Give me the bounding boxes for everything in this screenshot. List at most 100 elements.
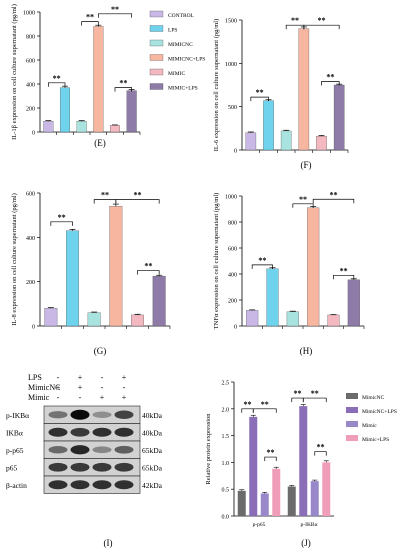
chart-h-bar-mimicnc bbox=[286, 311, 299, 327]
blot-band bbox=[70, 427, 90, 437]
chart-h-bar-lps bbox=[266, 268, 279, 327]
chart-j-x-label: p-IKBα bbox=[301, 522, 318, 528]
chart-e-sig-label: ** bbox=[53, 74, 61, 83]
chart-h-plot: 0 200 400 600 800 1000 TNFα expression on cell… bbox=[213, 190, 365, 331]
chart-j-ytick-label: 1.0 bbox=[222, 461, 230, 467]
chart-g: 0 200 400 600 IL-8 expression on cell cultur… bbox=[11, 191, 171, 356]
chart-j-ytick-label: 2.0 bbox=[222, 407, 230, 413]
chart-f-bar-control bbox=[245, 132, 257, 151]
legend-j-swatch bbox=[346, 393, 358, 399]
chart-e-ytick-label: 0 bbox=[32, 131, 35, 137]
chart-g-bar-mimicnc-lps bbox=[109, 206, 123, 327]
blot-band bbox=[92, 480, 112, 490]
chart-g-sig-label: ** bbox=[58, 213, 66, 222]
legend-j-item: MimicNC+LPS bbox=[362, 409, 397, 415]
legend-j-item: Mimic+LPS bbox=[362, 437, 389, 443]
blot-band-kda: 65kDa bbox=[142, 446, 163, 455]
blot-band bbox=[92, 427, 112, 437]
chart-e-bar-lps bbox=[60, 87, 70, 133]
panel-label-j: (J) bbox=[301, 538, 311, 548]
legend-e-swatch bbox=[149, 54, 164, 61]
chart-e-ytick-label: 400 bbox=[26, 83, 35, 89]
blot-band bbox=[114, 410, 134, 419]
chart-h-ytick-label: 800 bbox=[228, 221, 237, 227]
chart-j-bar bbox=[237, 490, 246, 516]
legend-e-item: LPS bbox=[168, 28, 177, 34]
blot-band bbox=[70, 462, 90, 472]
blot-condition-sign: + bbox=[100, 393, 105, 402]
blot-band bbox=[70, 480, 90, 490]
chart-f-ytick-label: 1000 bbox=[225, 62, 237, 68]
chart-j-bar bbox=[249, 416, 258, 516]
chart-j-sig-bracket bbox=[291, 397, 304, 403]
blot-band-label: p65 bbox=[6, 463, 18, 472]
chart-g-bar-lps bbox=[66, 230, 79, 327]
chart-g-plot: 0 200 400 600 IL-8 expression on cell cultur… bbox=[11, 191, 171, 331]
chart-h-bar-mimic bbox=[327, 314, 340, 327]
chart-h: 0 200 400 600 800 1000 TNFα expression on cell… bbox=[213, 190, 365, 356]
chart-g-ytick-label: 400 bbox=[26, 236, 35, 242]
chart-g-bar-mimic bbox=[131, 314, 144, 327]
chart-h-sig-label: ** bbox=[299, 195, 307, 204]
blot-condition-label: LPS bbox=[28, 373, 42, 382]
chart-f-sig-bracket bbox=[250, 96, 269, 102]
chart-j-plot: 0.0 0.5 1.0 1.5 2.0 2.5 Relative protein expre… bbox=[206, 381, 334, 528]
chart-f-bar-mimicnc-lps bbox=[298, 28, 310, 151]
blot-condition-label: Mimic bbox=[28, 393, 50, 402]
chart-f-sig-label: ** bbox=[291, 16, 299, 25]
chart-e-plot: 0 200 400 600 800 1000 IL-1β expression on cel… bbox=[11, 4, 141, 140]
blot-condition-sign: + bbox=[56, 383, 61, 392]
chart-j-x-label: p-p65 bbox=[253, 522, 266, 528]
chart-j-sig-bracket bbox=[302, 397, 327, 403]
blot-content: LPS - + - +MimicNC+ + - -Mimic - - + +p-IKBα 40kDaIK… bbox=[6, 373, 163, 494]
chart-e-sig-label: ** bbox=[119, 79, 127, 88]
chart-j-sig-bracket bbox=[252, 408, 277, 413]
chart-h-ytick-label: 600 bbox=[228, 247, 237, 253]
panel-label-f: (F) bbox=[301, 160, 312, 170]
chart-g-sig-label: ** bbox=[134, 191, 142, 200]
chart-h-sig-bracket bbox=[333, 274, 355, 280]
chart-f-sig-label: ** bbox=[318, 16, 326, 25]
chart-j-ytick-label: 0.5 bbox=[222, 488, 230, 494]
chart-j-sig-label: ** bbox=[317, 443, 325, 452]
blot-condition-sign: + bbox=[122, 373, 127, 382]
chart-g-bar-control bbox=[44, 308, 58, 327]
blot-strip bbox=[43, 475, 141, 494]
chart-j-ytick-label: 1.5 bbox=[222, 434, 230, 440]
legend-e-swatch bbox=[149, 10, 164, 18]
chart-e-sig-bracket bbox=[47, 82, 66, 87]
chart-f-bar-mimic bbox=[316, 135, 327, 151]
chart-j-sig-bracket bbox=[241, 408, 254, 413]
chart-g-sig-bracket bbox=[50, 221, 73, 226]
chart-j-bar bbox=[322, 462, 331, 516]
legend-e-swatch bbox=[149, 39, 164, 47]
chart-f-bar-mimicnc bbox=[280, 130, 292, 151]
chart-g-bar-mimicnc bbox=[87, 312, 101, 327]
chart-e-bar-mimicnc bbox=[76, 121, 87, 133]
blot-band bbox=[70, 445, 90, 455]
legend-j: MimicNC MimicNC+LPS Mimic Mimic+LPS bbox=[346, 393, 397, 443]
legend-j-swatch bbox=[346, 421, 358, 427]
chart-j-ytick-label: 0.0 bbox=[222, 515, 230, 521]
chart-g-ytick-label: 0 bbox=[32, 325, 35, 331]
chart-h-ytick-label: 400 bbox=[228, 273, 237, 279]
chart-g-bar-mimic-lps bbox=[152, 275, 166, 327]
legend-e-item: CONTROL bbox=[168, 13, 195, 19]
chart-h-ytick-label: 1000 bbox=[225, 195, 237, 201]
chart-j-sig-label: ** bbox=[311, 389, 319, 398]
chart-f-bar-lps bbox=[263, 100, 274, 151]
chart-e-ytick-label: 800 bbox=[26, 35, 35, 41]
blot-band bbox=[92, 411, 112, 418]
blot-band bbox=[48, 462, 68, 472]
panel-label-g: (G) bbox=[94, 346, 107, 356]
blot-band-label: β-actin bbox=[6, 481, 27, 490]
blot-condition-sign: + bbox=[78, 373, 83, 382]
chart-e-sig-bracket bbox=[97, 13, 133, 18]
blot-condition-label: MimicNC bbox=[28, 383, 60, 392]
chart-j-sig-bracket bbox=[264, 456, 277, 462]
blot-condition-sign: - bbox=[57, 373, 60, 382]
chart-h-bar-mimicnc-lps bbox=[307, 207, 320, 327]
blot-condition-sign: - bbox=[57, 393, 60, 402]
legend-j-swatch bbox=[346, 435, 358, 441]
chart-j-y-label: Relative protein expression bbox=[206, 413, 212, 485]
